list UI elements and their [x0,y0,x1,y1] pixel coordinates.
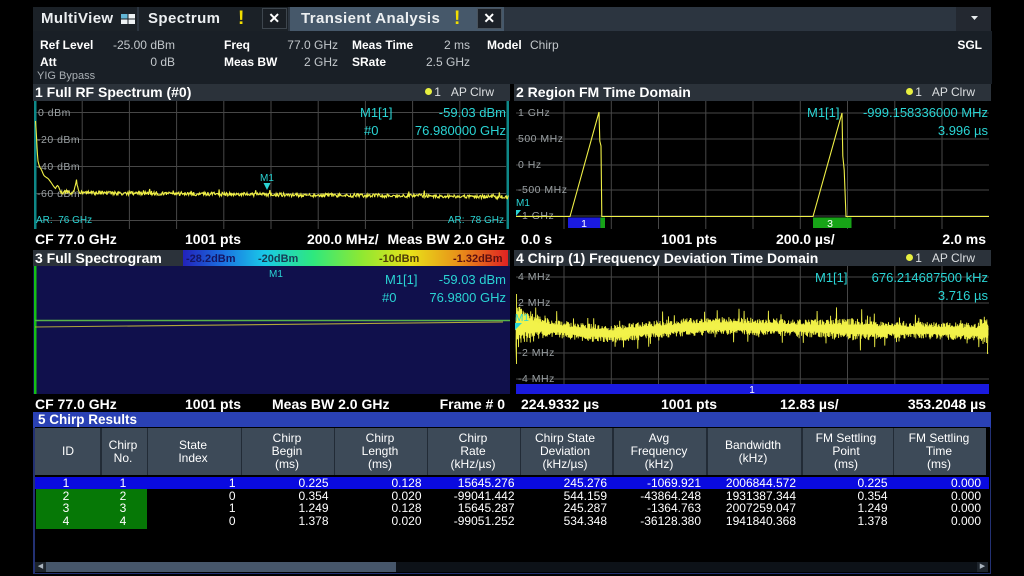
svg-text:-59.03 dBm: -59.03 dBm [439,272,506,287]
svg-text:0 dBm: 0 dBm [38,107,71,119]
svg-text:-28.2dBm: -28.2dBm [186,253,236,265]
svg-text:#0: #0 [382,290,396,305]
svg-text:#0: #0 [364,123,378,138]
svg-text:AR: 78 GHz: AR: 78 GHz [448,215,504,226]
svg-text:-10dBm: -10dBm [379,253,420,265]
svg-text:2 MHz: 2 MHz [518,297,551,309]
svg-text:M1: M1 [516,198,530,209]
svg-text:M1[1]: M1[1] [385,272,418,287]
svg-text:M1: M1 [515,313,529,324]
svg-text:M1[1]: M1[1] [807,105,840,120]
svg-text:3.996 µs: 3.996 µs [938,123,989,138]
svg-text:-500 MHz: -500 MHz [518,184,568,196]
svg-text:-20 dBm: -20 dBm [37,134,80,146]
svg-text:0 Hz: 0 Hz [518,159,542,171]
svg-text:3.716 µs: 3.716 µs [938,288,989,303]
svg-text:76.980000 GHz: 76.980000 GHz [415,123,506,138]
svg-text:-4 MHz: -4 MHz [518,373,555,385]
svg-text:3: 3 [827,218,833,229]
svg-text:-40 dBm: -40 dBm [37,161,80,173]
svg-text:76.9800 GHz: 76.9800 GHz [429,290,506,305]
svg-text:-20dBm: -20dBm [258,253,299,265]
svg-text:676.214687500 kHz: 676.214687500 kHz [872,270,988,285]
svg-text:-59.03 dBm: -59.03 dBm [439,105,506,120]
svg-text:M1[1]: M1[1] [815,270,848,285]
svg-text:M1: M1 [269,269,283,280]
svg-text:M1: M1 [260,173,274,184]
svg-text:1: 1 [581,218,587,229]
svg-text:4 MHz: 4 MHz [518,271,551,283]
svg-text:M1[1]: M1[1] [360,105,393,120]
svg-text:1: 1 [749,385,755,394]
svg-text:-2 MHz: -2 MHz [518,347,555,359]
svg-text:-1.32dBm: -1.32dBm [453,253,503,265]
svg-text:1 GHz: 1 GHz [518,107,550,119]
svg-text:500 MHz: 500 MHz [518,133,564,145]
svg-text:-999.158336000 MHz: -999.158336000 MHz [863,105,988,120]
svg-text:AR: 76 GHz: AR: 76 GHz [36,215,92,226]
